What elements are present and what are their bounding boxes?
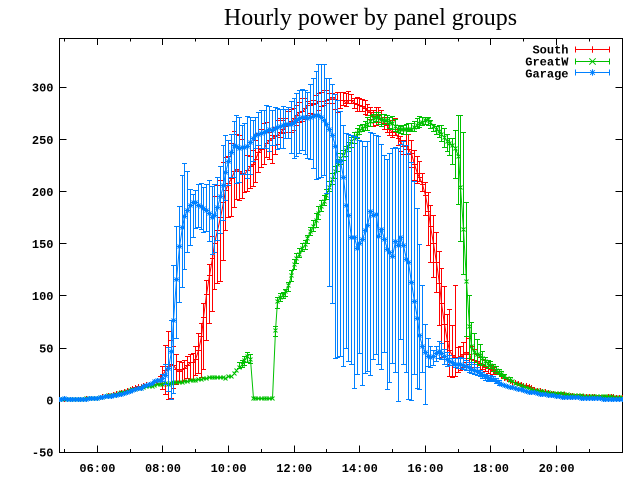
- svg-text:200: 200: [32, 186, 54, 200]
- svg-text:16:00: 16:00: [407, 462, 443, 476]
- svg-text:100: 100: [32, 290, 54, 304]
- svg-text:150: 150: [32, 238, 54, 252]
- svg-text:50: 50: [39, 342, 53, 356]
- svg-text:08:00: 08:00: [145, 462, 181, 476]
- svg-text:06:00: 06:00: [79, 462, 115, 476]
- svg-text:Garage: Garage: [525, 68, 568, 82]
- svg-text:GreatW: GreatW: [525, 56, 569, 70]
- svg-text:Hourly power by panel groups: Hourly power by panel groups: [224, 5, 517, 31]
- svg-text:20:00: 20:00: [539, 462, 575, 476]
- svg-text:-50: -50: [32, 447, 54, 461]
- svg-text:South: South: [532, 44, 568, 58]
- svg-text:18:00: 18:00: [473, 462, 509, 476]
- svg-text:0: 0: [46, 395, 53, 409]
- svg-text:12:00: 12:00: [276, 462, 312, 476]
- svg-text:250: 250: [32, 134, 54, 148]
- svg-text:14:00: 14:00: [342, 462, 378, 476]
- svg-text:10:00: 10:00: [211, 462, 247, 476]
- svg-text:300: 300: [32, 82, 54, 96]
